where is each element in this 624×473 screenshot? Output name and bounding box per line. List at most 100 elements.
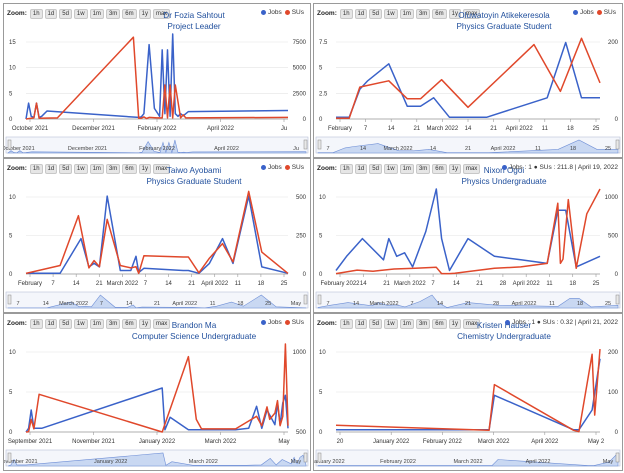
zoom-button-max[interactable]: max — [152, 163, 171, 174]
zoom-button-6m[interactable]: 6m — [122, 8, 137, 19]
y-right-tick-label: 5000 — [293, 66, 307, 72]
zoom-button-1d[interactable]: 1d — [354, 318, 368, 329]
x-tick-label: 14 — [388, 126, 395, 132]
navigator-left-handle[interactable] — [7, 452, 12, 463]
navigator-tick-label: February 2022 — [139, 146, 175, 152]
zoom-button-1d[interactable]: 1d — [44, 318, 58, 329]
zoom-button-1y[interactable]: 1y — [138, 163, 151, 174]
zoom-button-1h[interactable]: 1h — [29, 163, 43, 174]
legend-sus-label: SUs — [291, 319, 304, 326]
zoom-button-max[interactable]: max — [152, 8, 171, 19]
navigator-right-handle[interactable] — [615, 139, 620, 150]
navigator-tick-label: 14 — [437, 301, 443, 307]
navigator-left-handle[interactable] — [317, 294, 322, 305]
zoom-button-1d[interactable]: 1d — [44, 163, 58, 174]
zoom-button-1h[interactable]: 1h — [29, 8, 43, 19]
zoom-button-5d[interactable]: 5d — [369, 8, 382, 19]
zoom-button-max[interactable]: max — [462, 163, 481, 174]
zoom-button-3m[interactable]: 3m — [105, 318, 121, 329]
zoom-button-5d[interactable]: 5d — [59, 163, 72, 174]
zoom-button-3m[interactable]: 3m — [105, 163, 121, 174]
navigator-right-handle[interactable] — [303, 452, 308, 463]
y-left-tick-label: 10 — [319, 350, 326, 356]
zoom-button-max[interactable]: max — [462, 8, 481, 19]
zoom-button-3m[interactable]: 3m — [415, 318, 431, 329]
series-line-sus[interactable] — [25, 36, 289, 120]
zoom-button-6m[interactable]: 6m — [432, 318, 447, 329]
zoom-button-1m[interactable]: 1m — [399, 8, 414, 19]
zoom-button-5d[interactable]: 5d — [369, 163, 382, 174]
zoom-label: Zoom: — [317, 320, 337, 327]
navigator-left-handle[interactable] — [317, 452, 322, 463]
navigator-right-handle[interactable] — [615, 294, 620, 305]
navigator-left-handle[interactable] — [7, 139, 12, 150]
zoom-button-1h[interactable]: 1h — [339, 8, 353, 19]
legend-jobs-marker — [501, 165, 507, 170]
zoom-button-1d[interactable]: 1d — [44, 8, 58, 19]
series-line-sus[interactable] — [25, 343, 289, 433]
zoom-button-6m[interactable]: 6m — [432, 8, 447, 19]
zoom-button-1w[interactable]: 1w — [73, 163, 88, 174]
zoom-button-1y[interactable]: 1y — [448, 8, 461, 19]
series-line-jobs[interactable] — [26, 195, 289, 275]
zoom-button-1y[interactable]: 1y — [138, 8, 151, 19]
navigator-left-handle[interactable] — [7, 294, 12, 305]
zoom-button-1w[interactable]: 1w — [73, 8, 88, 19]
navigator-right-handle[interactable] — [303, 139, 308, 150]
zoom-button-3m[interactable]: 3m — [415, 163, 431, 174]
zoom-button-5d[interactable]: 5d — [369, 318, 382, 329]
zoom-button-1w[interactable]: 1w — [383, 8, 398, 19]
series-line-jobs[interactable] — [335, 188, 601, 272]
y-right-tick-label: 250 — [296, 234, 307, 240]
series-line-sus[interactable] — [335, 349, 601, 433]
zoom-button-1m[interactable]: 1m — [89, 318, 104, 329]
navigator-tick-label: 7 — [16, 301, 19, 307]
chart-title: Kristen Hauser — [476, 321, 532, 330]
series-line-jobs[interactable] — [25, 387, 289, 433]
zoom-button-1w[interactable]: 1w — [73, 318, 88, 329]
zoom-button-1m[interactable]: 1m — [399, 163, 414, 174]
series-line-sus[interactable] — [336, 37, 601, 119]
series-line-jobs[interactable] — [25, 33, 289, 120]
zoom-button-1d[interactable]: 1d — [354, 8, 368, 19]
x-tick-label: 7 — [431, 281, 435, 287]
zoom-button-1y[interactable]: 1y — [448, 318, 461, 329]
zoom-button-1y[interactable]: 1y — [448, 163, 461, 174]
zoom-button-1m[interactable]: 1m — [89, 163, 104, 174]
zoom-button-1m[interactable]: 1m — [399, 318, 414, 329]
chart-subtitle: Physics Undergraduate — [461, 177, 547, 186]
zoom-button-1m[interactable]: 1m — [89, 8, 104, 19]
series-line-sus[interactable] — [335, 188, 601, 275]
zoom-button-3m[interactable]: 3m — [415, 8, 431, 19]
zoom-button-1w[interactable]: 1w — [383, 318, 398, 329]
zoom-button-3m[interactable]: 3m — [105, 8, 121, 19]
navigator-tick-label: 7 — [100, 301, 103, 307]
chart-subtitle: Computer Science Undergraduate — [131, 332, 257, 341]
zoom-button-1h[interactable]: 1h — [339, 318, 353, 329]
navigator-right-handle[interactable] — [303, 294, 308, 305]
series-line-jobs[interactable] — [336, 358, 601, 431]
zoom-button-6m[interactable]: 6m — [122, 318, 137, 329]
navigator-right-handle[interactable] — [615, 452, 620, 463]
x-tick-label: 7 — [144, 281, 148, 287]
series-line-jobs[interactable] — [336, 41, 600, 119]
zoom-button-5d[interactable]: 5d — [59, 8, 72, 19]
y-left-tick-label: 0 — [9, 430, 13, 436]
zoom-label: Zoom: — [317, 10, 337, 17]
zoom-button-1d[interactable]: 1d — [354, 163, 368, 174]
zoom-button-5d[interactable]: 5d — [59, 318, 72, 329]
series-line-sus[interactable] — [25, 190, 289, 275]
chart-panel: Zoom: 1h 1d 5d 1w 1m 3m 6m 1y max Brandon Ma Comput… — [3, 313, 311, 471]
x-tick-label: September 2021 — [8, 439, 53, 445]
zoom-button-6m[interactable]: 6m — [122, 163, 137, 174]
zoom-button-1w[interactable]: 1w — [383, 163, 398, 174]
zoom-button-max[interactable]: max — [462, 318, 481, 329]
zoom-button-max[interactable]: max — [152, 318, 171, 329]
navigator-left-handle[interactable] — [317, 139, 322, 150]
zoom-button-1y[interactable]: 1y — [138, 318, 151, 329]
y-left-tick-label: 0 — [319, 430, 323, 436]
zoom-button-1h[interactable]: 1h — [29, 318, 43, 329]
navigator-area — [7, 452, 307, 467]
zoom-button-6m[interactable]: 6m — [432, 163, 447, 174]
zoom-button-1h[interactable]: 1h — [339, 163, 353, 174]
